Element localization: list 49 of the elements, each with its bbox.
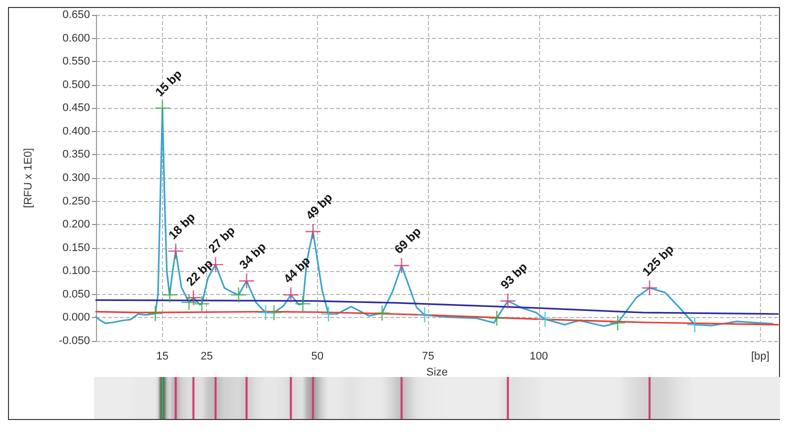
y-tick-label: 0.000	[62, 312, 90, 324]
y-tick-label: 0.650	[62, 9, 90, 21]
x-axis-title: Size	[426, 366, 448, 378]
y-tick-label: 0.450	[62, 102, 90, 114]
annotation: 125 bp	[640, 242, 676, 279]
annotation: 18 bp	[166, 210, 198, 242]
point	[258, 305, 274, 320]
point	[231, 287, 246, 302]
x-tick-label: 25	[200, 350, 213, 362]
y-tick-label: 0.550	[62, 56, 90, 68]
y-tick-label: 0.200	[62, 218, 90, 231]
y-tick-label: 0.350	[62, 148, 90, 161]
y-tick-label: 0.300	[62, 172, 90, 184]
y-tick-label: -0.050	[58, 335, 90, 347]
point	[182, 294, 196, 310]
annotation: 27 bp	[206, 224, 238, 256]
y-tick-label: 0.600	[62, 32, 90, 44]
annotation: 49 bp	[303, 190, 336, 223]
y-tick-label: 0.050	[62, 288, 90, 300]
y-tick-label: 0.100	[62, 265, 90, 278]
y-tick-label: 0.400	[62, 125, 90, 138]
point	[489, 310, 504, 326]
point	[194, 296, 210, 312]
x-tick-label: 50	[311, 350, 324, 362]
x-tick-label: 75	[422, 350, 434, 362]
point	[610, 315, 626, 330]
annotation: 69 bp	[392, 224, 424, 257]
point	[295, 296, 310, 312]
y-tick-label: 0.150	[62, 242, 90, 254]
point	[538, 312, 553, 327]
y-tick-label: 0.250	[62, 195, 90, 208]
point	[168, 244, 184, 259]
point	[687, 317, 702, 332]
y-axis-title: [RFU x 1E0]	[22, 148, 34, 208]
annotation: 15 bp	[152, 67, 185, 100]
x-tick-label: [bp]	[751, 350, 770, 362]
y-tick-label: 0.500	[62, 78, 90, 91]
point	[283, 287, 298, 302]
line-series	[95, 299, 779, 315]
point	[417, 307, 432, 322]
annotation: 93 bp	[498, 260, 530, 292]
point	[500, 293, 516, 308]
annotation: 44 bp	[280, 254, 313, 286]
point	[148, 306, 163, 322]
x-tick-label: 100	[530, 350, 548, 362]
annotation: 34 bp	[236, 240, 269, 272]
point	[162, 287, 178, 302]
annotation: 22 bp	[183, 256, 216, 289]
x-tick-label: 15	[156, 350, 169, 362]
